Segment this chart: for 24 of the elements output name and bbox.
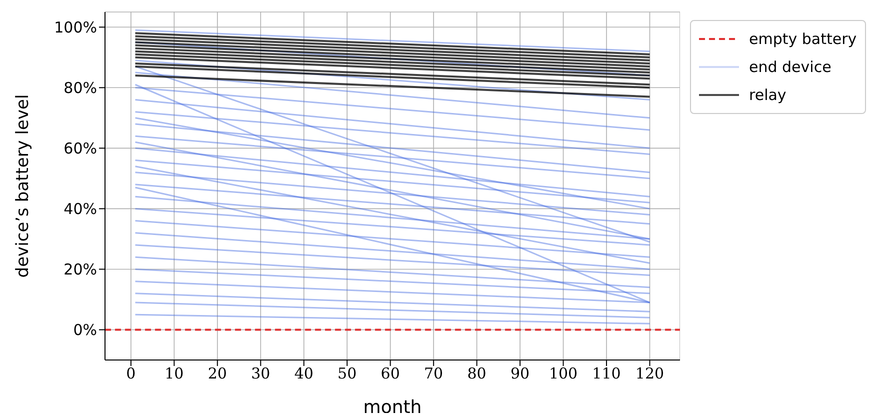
y-tick-label: 0% — [73, 321, 97, 340]
x-tick-label: 0 — [126, 364, 136, 383]
y-tick-label: 100% — [54, 18, 97, 36]
x-tick-label: 50 — [338, 364, 357, 383]
x-tick-label: 30 — [251, 364, 270, 383]
x-tick-label: 10 — [164, 364, 184, 383]
legend-label: end device — [749, 58, 832, 76]
x-axis-title: month — [363, 397, 422, 415]
x-tick-label: 20 — [208, 364, 227, 383]
x-tick-label: 60 — [380, 364, 400, 383]
x-tick-label: 100 — [548, 364, 578, 383]
y-tick-label: 60% — [64, 140, 97, 158]
y-axis-title: device’s battery level — [13, 94, 34, 278]
legend-label: relay — [749, 86, 786, 104]
x-tick-label: 40 — [294, 364, 314, 383]
x-tick-label: 110 — [592, 364, 621, 383]
y-tick-label: 80% — [64, 78, 97, 97]
x-tick-label: 70 — [424, 364, 444, 383]
legend-label: empty battery — [749, 30, 857, 48]
x-tick-label: 80 — [467, 364, 486, 383]
x-tick-label: 90 — [510, 364, 530, 383]
y-tick-label: 20% — [64, 260, 97, 279]
x-tick-label: 120 — [635, 364, 664, 383]
y-tick-label: 40% — [64, 200, 97, 218]
